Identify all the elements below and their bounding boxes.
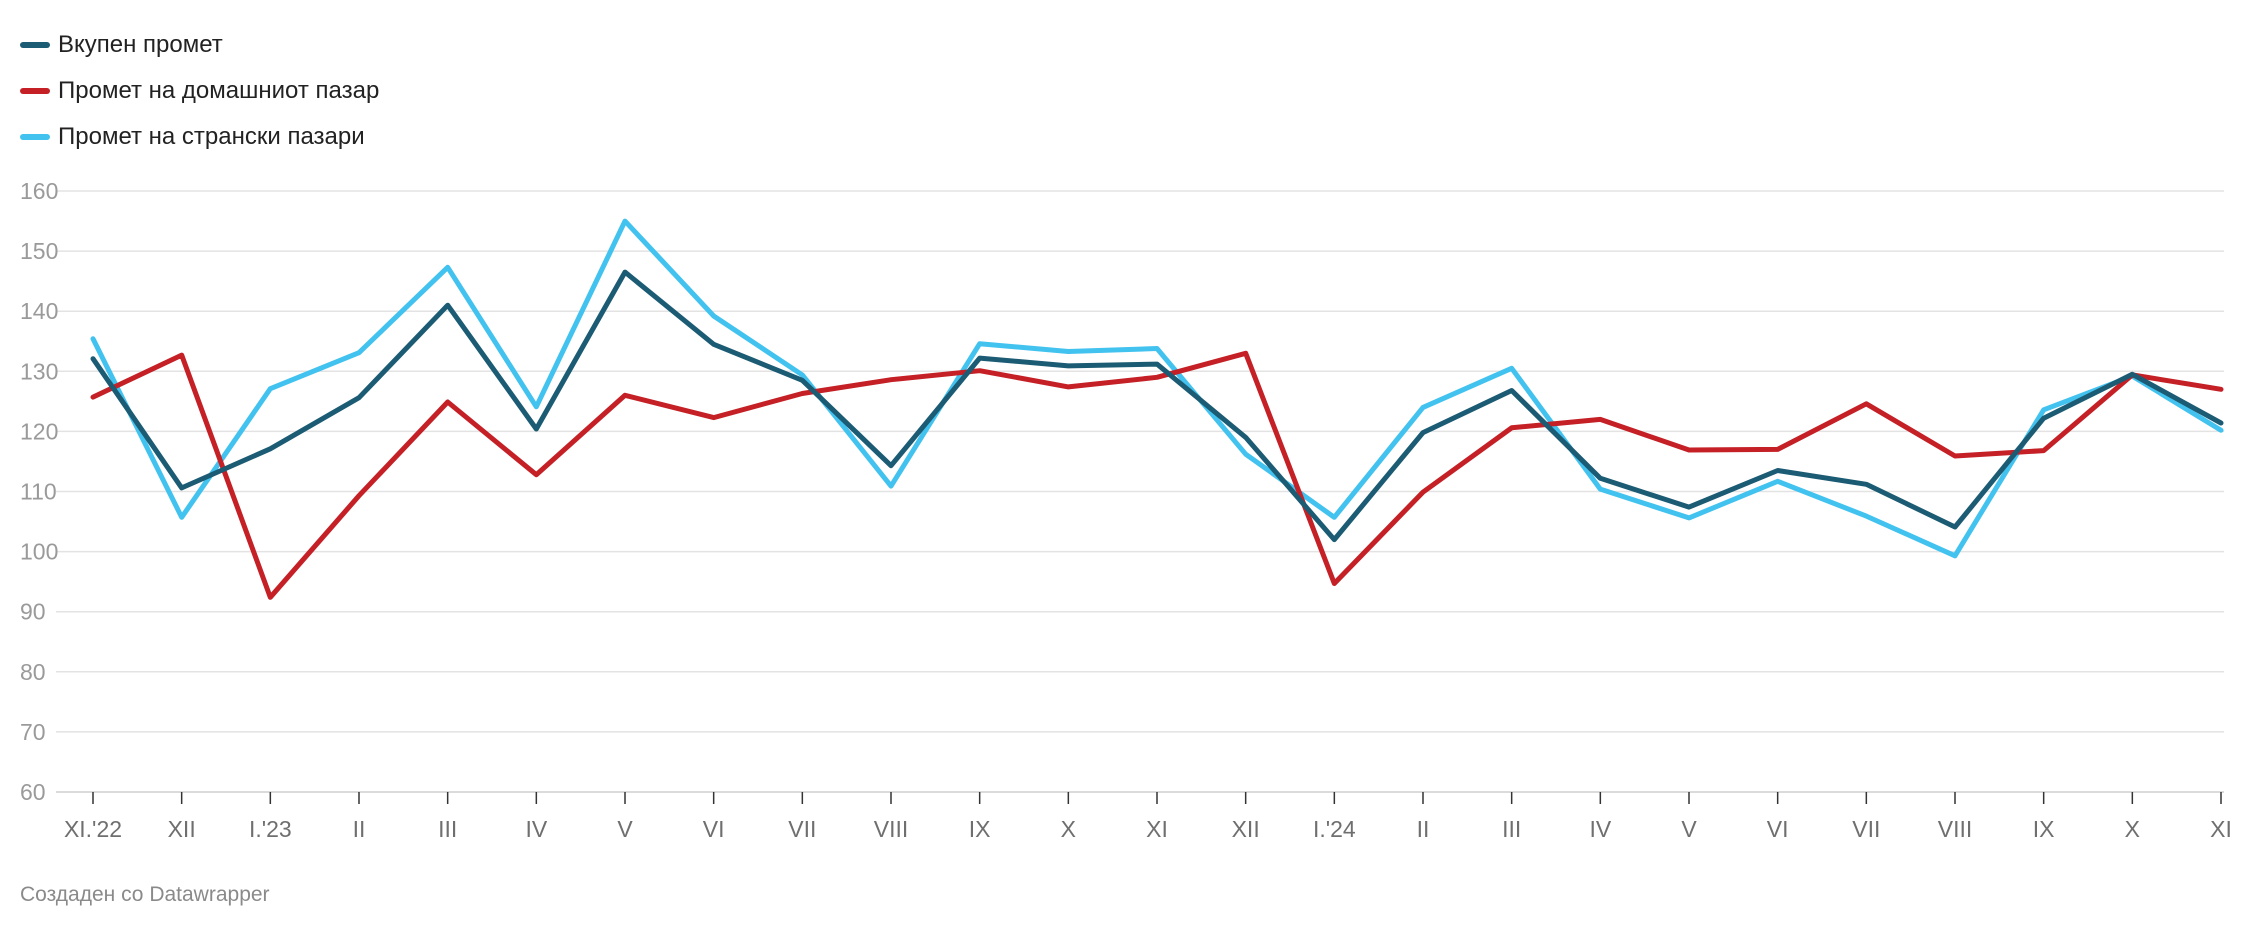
- y-tick-label: 60: [20, 779, 46, 805]
- x-tick-label: V: [1681, 816, 1697, 842]
- legend-label-domestic: Промет на домашниот пазар: [58, 77, 380, 104]
- y-tick-label: 130: [20, 358, 58, 384]
- legend-swatch-domestic: [20, 88, 50, 94]
- y-tick-label: 70: [20, 719, 46, 745]
- x-tick-label: XII: [168, 816, 196, 842]
- x-tick-label: IX: [969, 816, 991, 842]
- legend-label-foreign: Промет на странски пазари: [58, 123, 365, 150]
- x-tick-label: IV: [1589, 816, 1611, 842]
- y-tick-label: 110: [20, 479, 57, 505]
- legend: Вкупен промет Промет на домашниот пазар …: [20, 22, 379, 160]
- x-tick-label: III: [1502, 816, 1521, 842]
- x-tick-label: IV: [525, 816, 547, 842]
- series-line-1: [90, 350, 2224, 600]
- y-tick-label: 100: [20, 539, 58, 565]
- x-tick-label: VIII: [874, 816, 909, 842]
- legend-item-total: Вкупен промет: [20, 22, 379, 68]
- y-tick-label: 90: [20, 599, 46, 625]
- x-tick-label: I.'24: [1313, 816, 1356, 842]
- x-tick-label: XI: [1146, 816, 1168, 842]
- x-tick-label: VIII: [1938, 816, 1973, 842]
- x-tick-label: I.'23: [249, 816, 292, 842]
- x-tick-label: XII: [1232, 816, 1260, 842]
- x-tick-label: III: [438, 816, 457, 842]
- x-tick-label: VII: [1852, 816, 1880, 842]
- x-tick-label: II: [353, 816, 366, 842]
- x-tick-label: XI.'22: [64, 816, 122, 842]
- x-tick-label: X: [2125, 816, 2140, 842]
- x-tick-label: V: [617, 816, 633, 842]
- y-tick-label: 80: [20, 659, 46, 685]
- y-tick-label: 150: [20, 238, 58, 264]
- legend-label-total: Вкупен промет: [58, 31, 223, 58]
- y-tick-label: 160: [20, 178, 58, 204]
- x-tick-label: II: [1417, 816, 1430, 842]
- x-tick-label: VII: [788, 816, 816, 842]
- series-line-0: [90, 269, 2224, 543]
- legend-item-domestic: Промет на домашниот пазар: [20, 68, 379, 114]
- x-tick-label: VI: [703, 816, 725, 842]
- x-tick-label: XI: [2210, 816, 2232, 842]
- x-tick-label: IX: [2033, 816, 2055, 842]
- legend-swatch-total: [20, 42, 50, 48]
- x-tick-label: VI: [1767, 816, 1789, 842]
- credit-footer: Создаден со Datawrapper: [20, 883, 270, 906]
- y-tick-label: 140: [20, 298, 58, 324]
- legend-swatch-foreign: [20, 134, 50, 140]
- legend-item-foreign: Промет на странски пазари: [20, 114, 379, 160]
- series-line-2: [90, 218, 2224, 559]
- y-tick-label: 120: [20, 418, 58, 444]
- x-tick-label: X: [1061, 816, 1076, 842]
